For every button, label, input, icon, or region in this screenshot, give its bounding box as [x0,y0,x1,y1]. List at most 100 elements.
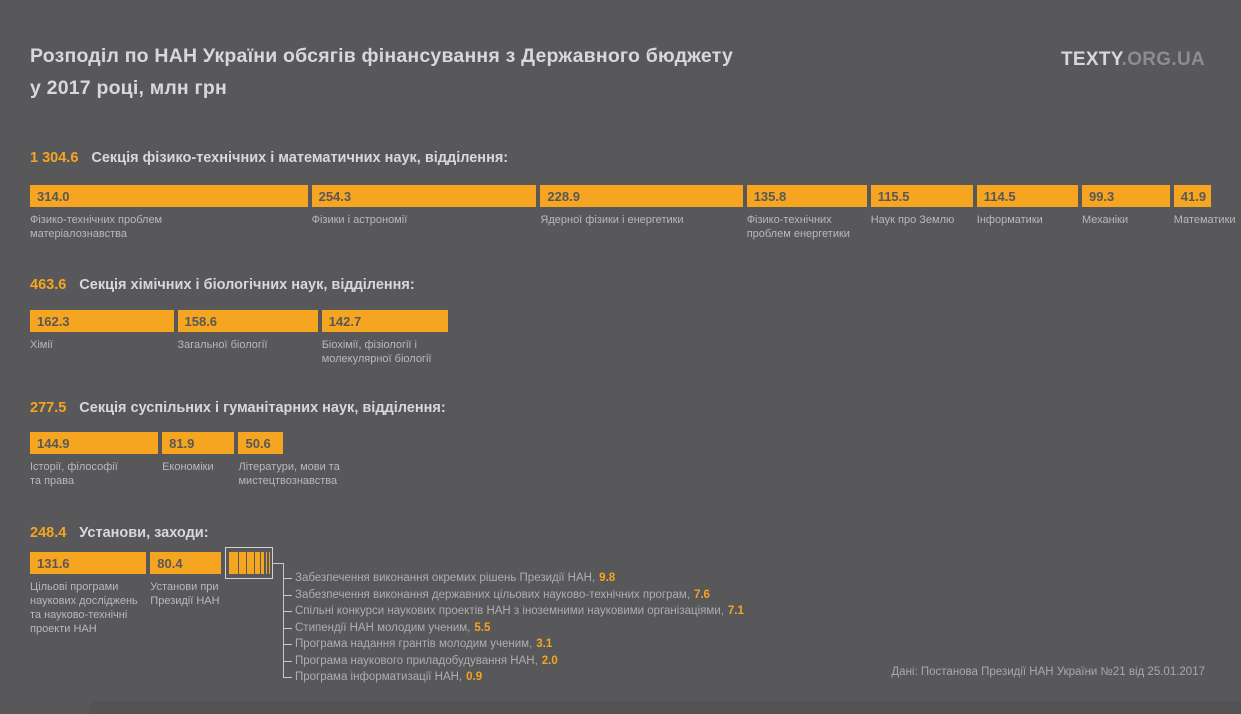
small-program-value: 7.6 [693,588,710,601]
bar-item: 41.9 Математики [1173,185,1236,227]
small-programs-box [225,547,274,579]
section-title: Установи, заходи: [79,525,209,541]
texty-logo: TEXTY.ORG.UA [1061,49,1205,71]
mini-bar [255,552,260,574]
bar-item: 314.0 Фізико-технічних проблем матеріалозн… [30,185,308,241]
small-program-item: Забезпечення виконання державних цільови… [283,587,744,604]
bar-value: 81.9 [169,435,195,451]
bar-label: Установи при Президії НАН [150,580,221,608]
bar-value: 115.5 [877,188,910,204]
value-bar: 99.3 [1081,185,1170,207]
mini-bar [268,552,270,574]
small-program-value: 0.9 [466,671,483,684]
value-bar: 162.3 [30,310,174,332]
value-bar: 131.6 [30,552,147,574]
section-title: Секція суспільних і гуманітарних наук, в… [79,400,446,416]
page-title: Розподіл по НАН України обсягів фінансув… [30,40,733,104]
bar-item: 254.3 Фізики і астрономії [311,185,537,227]
bar-value: 162.3 [37,313,70,329]
connector-stub-line [272,563,284,564]
section-total: 463.6 [30,277,67,293]
bar-label-line: Хімії [30,339,53,351]
connector-vertical-line [283,563,284,678]
bar-item: 144.9 Історії, філософії та права [30,432,159,488]
section-total: 277.5 [30,400,67,416]
bar-label: Фізико-технічних проблем енергетики [747,213,867,241]
small-program-item: Програма надання грантів молодим ученим,… [283,636,744,653]
section-header: 248.4 Установи, заходи: [30,525,209,541]
bar-item: 158.6 Загальної біології [177,310,318,352]
small-program-label: Стипендії НАН молодим ученим, [295,621,471,634]
bar-label-line: Історії, філософії [30,461,118,473]
bar-label: Хімії [30,338,174,352]
value-bar: 254.3 [311,185,537,207]
section-header: 1 304.6 Секція фізико-технічних і математ… [30,150,508,166]
bar-label-line: Фізико-технічних [746,214,832,226]
bar-item: 81.9 Економіки [162,432,235,474]
bar-value: 314.0 [37,188,70,204]
bar-label: Літератури, мови та мистецтвознавства [238,460,339,488]
small-program-label: Програма наукового приладобудування НАН, [295,654,538,667]
small-program-label: Програма інформатизації НАН, [295,671,463,684]
small-program-value: 9.8 [599,572,616,585]
section-header: 463.6 Секція хімічних і біологічних наук,… [30,277,415,293]
page-title-line1: Розподіл по НАН України обсягів фінансув… [30,45,733,67]
value-bar: 158.6 [177,310,318,332]
bar-label-line: Механіки [1081,214,1129,226]
bar-row: 162.3 Хімії 158.6 Загальної біології 142.7 Бі… [30,310,448,366]
value-bar: 41.9 [1173,185,1211,207]
bar-label: Цільові програми наукових досліджень та на… [30,580,146,636]
bar-label-line: Установи при [150,581,219,593]
bar-label-line: Цільові програми [30,581,119,593]
bar-label: Фізико-технічних проблем матеріалознавств… [30,213,308,241]
section-total: 248.4 [30,525,67,541]
value-bar: 135.8 [746,185,867,207]
bar-label: Історії, філософії та права [30,460,158,488]
bar-label: Загальної біології [178,338,318,352]
bar-label-line: Ядерної фізики і енергетики [540,214,684,226]
bar-value: 131.6 [37,555,70,571]
value-bar: 228.9 [540,185,743,207]
small-program-value: 7.1 [727,605,744,618]
logo-secondary: .ORG.UA [1121,49,1205,70]
small-program-label: Забезпечення виконання окремих рішень Пр… [295,572,596,585]
mini-bar [239,552,246,574]
bar-label-line: проекти НАН [30,623,97,635]
bar-label-line: проблем енергетики [746,228,850,240]
value-bar: 314.0 [30,185,308,207]
mini-bar [261,552,265,574]
bar-label: Фізики і астрономії [312,213,537,227]
section-title: Секція хімічних і біологічних наук, відд… [79,277,415,293]
bar-label-line: наукових досліджень [30,595,138,607]
bar-label: Біохімії, фізіології і молекулярної біоло… [322,338,448,366]
bar-value: 228.9 [547,188,580,204]
bar-label-line: Фізико-технічних проблем [30,214,163,226]
bar-item: 114.5 Інформатики [976,185,1078,227]
bar-label-line: Загальної біології [177,339,268,351]
bar-value: 144.9 [37,435,70,451]
value-bar: 50.6 [238,432,284,454]
small-program-value: 2.0 [541,654,558,667]
bar-value: 41.9 [1180,188,1207,204]
bar-value: 50.6 [245,435,271,451]
bar-label-line: молекулярної біології [321,353,432,365]
small-program-label: Забезпечення виконання державних цільови… [295,588,690,601]
small-programs-list: Забезпечення виконання окремих рішень Пр… [283,570,744,686]
bar-label-line: та науково-технічні [30,609,128,621]
bar-label: Економіки [162,460,234,474]
logo-primary: TEXTY [1060,49,1122,70]
bar-label: Інформатики [977,213,1078,227]
value-bar: 81.9 [162,432,235,454]
bar-label: Математики [1173,213,1236,227]
bar-value: 254.3 [318,188,352,204]
value-bar: 80.4 [150,552,222,574]
bar-label-line: Біохімії, фізіології і [321,339,417,351]
bar-row: 131.6 Цільові програми наукових досліджень… [30,547,274,636]
value-bar: 114.5 [976,185,1078,207]
small-program-item: Програма інформатизації НАН, 0.9 [283,669,744,686]
bar-label: Наук про Землю [871,213,973,227]
bar-label-line: Математики [1173,214,1236,226]
bar-label: Ядерної фізики і енергетики [540,213,742,227]
section-title: Секція фізико-технічних і математичних н… [91,150,509,166]
bar-item: 228.9 Ядерної фізики і енергетики [540,185,743,227]
